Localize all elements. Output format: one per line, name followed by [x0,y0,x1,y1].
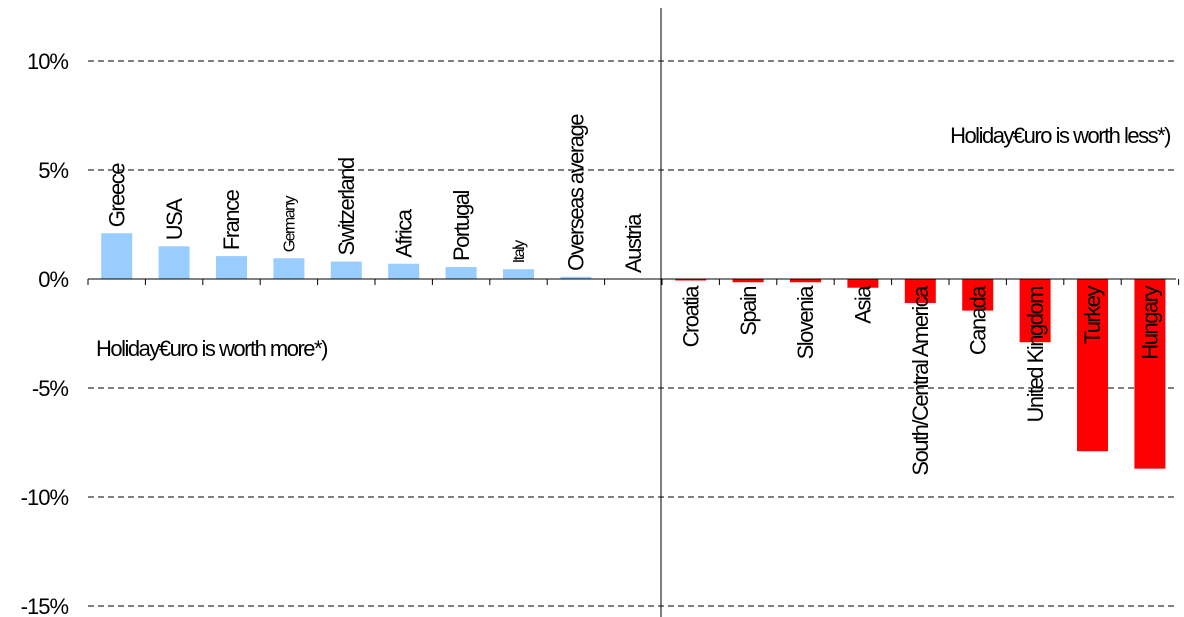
category-label: Overseas average [564,114,589,271]
category-label: Spain [736,287,761,336]
bar [330,261,362,279]
category-label: Slovenia [793,285,818,360]
axes [87,8,1180,617]
bar [101,233,133,279]
y-tick-label: -15% [21,594,69,617]
category-label: Germany [282,195,299,252]
y-axis-ticks: 10% 5% 0% -5% -10% -15% [21,49,70,617]
category-label: Turkey [1080,286,1105,345]
y-tick-label: 10% [27,49,68,74]
annotation-worth-more: Holiday€uro is worth more*) [96,336,327,361]
category-label: Austria [621,213,646,273]
category-label: South/Central America [908,285,933,476]
bar [904,279,936,303]
bar [790,279,821,283]
category-label: Canada [965,285,990,355]
bar [847,279,879,288]
y-tick-label: -5% [32,376,69,401]
bar [1077,279,1108,452]
y-tick-label: 5% [38,158,68,183]
category-label: Asia [851,285,876,324]
bar [503,269,534,279]
category-label: USA [162,198,187,241]
category-label: France [219,189,244,250]
bar [388,263,420,279]
category-label: Italy [511,240,528,263]
bar [273,258,305,279]
category-labels: Greece USA France Germany Switzerland Africa P… [104,114,1162,476]
bar [1019,279,1051,343]
bar [216,256,247,279]
bar [560,276,592,279]
bar [1134,279,1166,469]
category-label: Croatia [678,285,703,348]
bar [962,279,994,311]
category-label: Switzerland [334,158,359,255]
y-tick-label: -10% [21,485,69,510]
y-tick-label: 0% [38,267,68,292]
category-label: Portugal [449,190,474,261]
bar [445,267,477,279]
category-label: Greece [104,163,129,227]
gridlines [88,60,1176,607]
bars [101,233,1166,469]
category-label: United Kingdom [1023,287,1048,423]
bar [675,279,707,281]
bar [158,246,190,279]
category-label: Hungary [1138,286,1163,360]
annotation-worth-less: Holiday€uro is worth less*) [950,123,1170,148]
category-label: Africa [391,208,416,258]
bar [732,279,764,283]
